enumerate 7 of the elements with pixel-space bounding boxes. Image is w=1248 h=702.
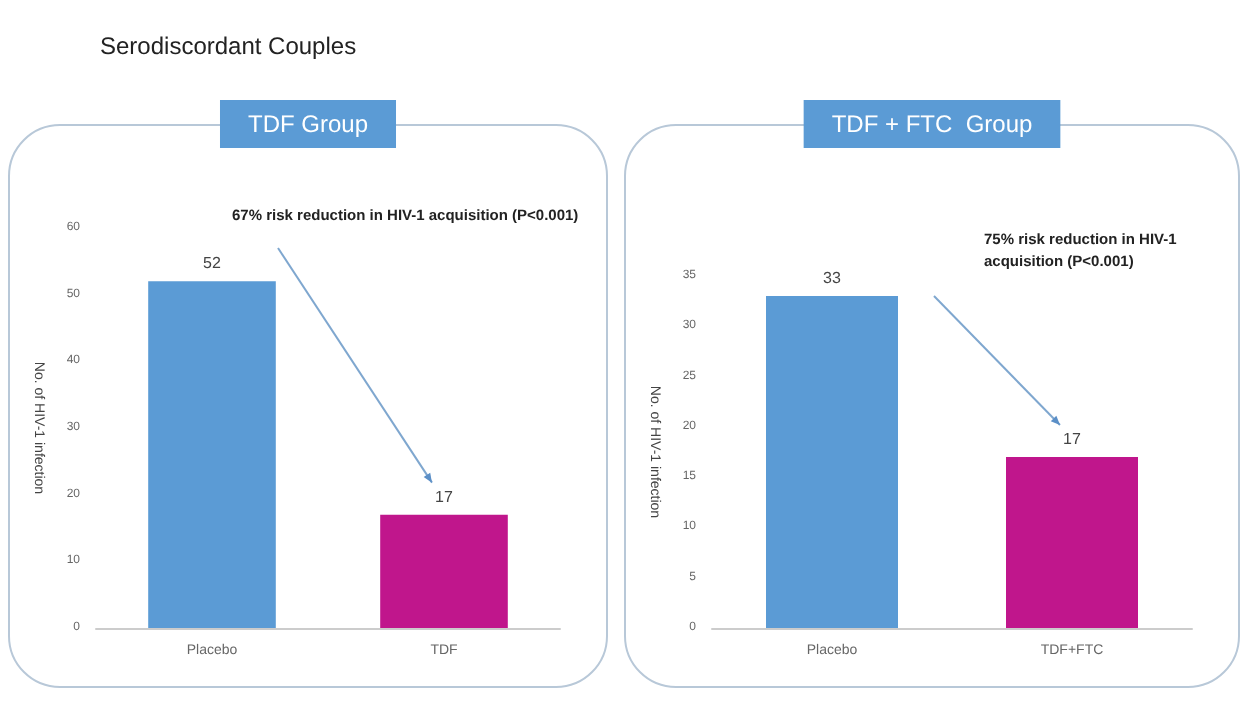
data-label: 17 [1063,430,1082,449]
chart-title: TDF Group [247,110,369,138]
chart-title: TDF + FTC Group [831,110,1033,138]
data-label: 33 [823,269,842,288]
data-label: 52 [203,254,222,273]
text: Serodiscordant Couples [100,32,357,60]
data-label: 17 [435,487,454,506]
